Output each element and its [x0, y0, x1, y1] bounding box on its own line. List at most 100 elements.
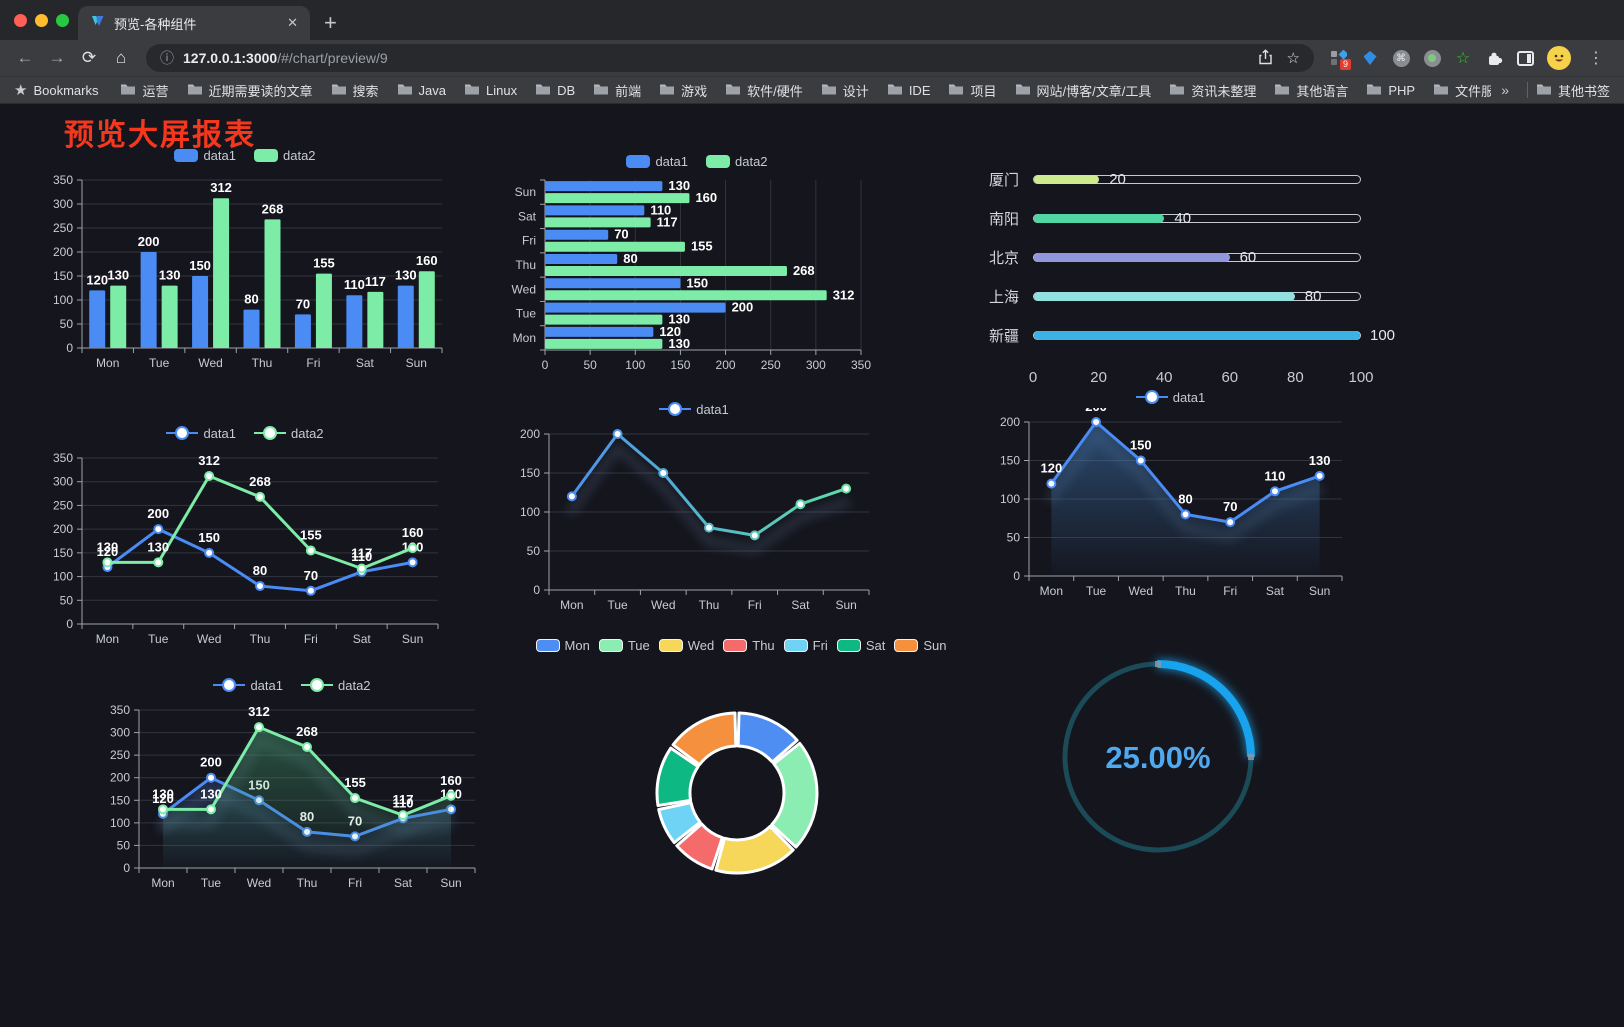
tab-close-icon[interactable]: ✕: [287, 15, 298, 30]
bookmark-folder[interactable]: 文件服务器: [1425, 78, 1491, 103]
tab-strip: 预览-各种组件 ✕ +: [0, 0, 1624, 40]
legend-item[interactable]: Fri: [783, 638, 828, 653]
legend-item[interactable]: Wed: [658, 638, 714, 653]
legend-marker-icon: [213, 678, 246, 692]
progress-value: 100: [1370, 327, 1396, 344]
bookmarks-label[interactable]: Bookmarks: [33, 82, 99, 98]
svg-text:Mon: Mon: [513, 331, 536, 345]
bookmark-folder-label: 运营: [142, 83, 169, 99]
folder-icon: [1274, 82, 1290, 98]
folder-icon: [1015, 82, 1031, 98]
progress-bar: [1034, 175, 1100, 184]
bookmark-folder[interactable]: 设计: [813, 78, 877, 103]
svg-text:Tue: Tue: [148, 632, 169, 646]
forward-button[interactable]: →: [48, 48, 66, 67]
svg-text:Mon: Mon: [151, 876, 174, 890]
reload-button[interactable]: ⟳: [81, 48, 97, 67]
svg-text:130: 130: [1309, 453, 1331, 468]
bookmark-folder[interactable]: 运营: [112, 78, 176, 103]
bookmark-folder[interactable]: 网站/博客/文章/工具: [1007, 78, 1160, 103]
legend-label: data2: [735, 153, 768, 169]
legend-item[interactable]: data1: [213, 678, 283, 693]
gem-extension-icon[interactable]: [1361, 49, 1379, 67]
chart-canvas: 0 50 100 150 200 250 300 350 Mon Tue Wed Thu Fri Sat S…: [110, 703, 476, 890]
gradient-line-chart: data1 0 50 100 150 200 Mon Tue Wed Thu Fri Sat Sun: [503, 398, 885, 618]
legend-item[interactable]: data1: [174, 148, 236, 163]
site-info-icon[interactable]: ⓘ: [160, 50, 174, 66]
bookmarks-bar: ★ Bookmarks 运营 近期需要读的文章 搜索 Java Linux DB 前端 游戏 软…: [0, 76, 1624, 104]
chart-canvas: [655, 711, 819, 875]
new-tab-button[interactable]: +: [324, 10, 337, 35]
svg-text:160: 160: [440, 773, 462, 788]
back-button[interactable]: ←: [16, 48, 34, 67]
bookmark-star-icon[interactable]: ☆: [1286, 50, 1300, 67]
bookmarks-star-icon[interactable]: ★: [14, 82, 28, 99]
legend-item[interactable]: data1: [166, 426, 236, 441]
side-panel-icon[interactable]: [1516, 49, 1534, 67]
svg-text:150: 150: [1000, 454, 1020, 468]
extensions-puzzle-icon[interactable]: [1485, 49, 1503, 67]
progress-row: 厦门 20: [983, 160, 1361, 199]
recorder-extension-icon[interactable]: [1423, 49, 1441, 67]
chart-canvas: 0 50 100 150 200 Mon Tue Wed Thu Fri Sat Sun 120 200 1…: [1000, 408, 1343, 598]
legend-item[interactable]: Tue: [598, 637, 650, 653]
svg-text:Mon: Mon: [96, 632, 119, 646]
legend-item[interactable]: Mon: [535, 638, 590, 653]
bookmarks-overflow-chevron[interactable]: »: [1501, 82, 1509, 98]
pie-slice: [671, 711, 738, 767]
bookmark-folder[interactable]: 前端: [585, 78, 649, 103]
bookmark-folder[interactable]: 其他语言: [1266, 78, 1356, 103]
bookmark-folder[interactable]: 资讯未整理: [1161, 78, 1264, 103]
legend-item[interactable]: data1: [1135, 390, 1205, 405]
bookmark-folder[interactable]: 游戏: [651, 78, 715, 103]
svg-text:Sat: Sat: [518, 209, 537, 223]
minimize-window-button[interactable]: [35, 14, 48, 27]
home-button[interactable]: ⌂: [115, 48, 127, 67]
bookmark-folder[interactable]: 搜索: [323, 78, 387, 103]
legend-item[interactable]: Thu: [723, 638, 775, 653]
bookmark-folder[interactable]: 项目: [940, 78, 1004, 103]
legend-item[interactable]: data2: [254, 148, 316, 163]
bookmark-folder[interactable]: Java: [389, 79, 454, 101]
legend-item[interactable]: data2: [254, 426, 324, 441]
bookmark-folder[interactable]: 软件/硬件: [717, 78, 811, 103]
tab-manager-extension-icon[interactable]: 9: [1330, 49, 1351, 70]
axis-tick-label: 80: [1287, 369, 1304, 386]
legend-item[interactable]: data1: [626, 154, 688, 169]
bookmark-folder[interactable]: IDE: [879, 79, 939, 101]
svg-text:117: 117: [393, 792, 414, 807]
svg-text:Thu: Thu: [1175, 584, 1196, 598]
legend-item[interactable]: data2: [706, 154, 768, 169]
legend-label: Tue: [627, 637, 650, 653]
legend-item[interactable]: Sun: [894, 638, 946, 653]
legend-item[interactable]: data2: [301, 678, 371, 693]
other-bookmarks-folder[interactable]: 其他书签: [1536, 81, 1610, 100]
svg-text:110: 110: [650, 202, 671, 217]
bookmarks-divider: [1526, 82, 1528, 98]
address-bar[interactable]: ⓘ 127.0.0.1:3000/#/chart/preview/9 ☆: [146, 44, 1314, 72]
bookmark-folder[interactable]: PHP: [1358, 79, 1423, 101]
svg-text:268: 268: [296, 724, 318, 739]
svg-text:150: 150: [520, 466, 540, 480]
star-extension-icon[interactable]: ☆: [1455, 50, 1471, 67]
browser-tab[interactable]: 预览-各种组件 ✕: [78, 6, 310, 40]
command-extension-icon[interactable]: ⌘: [1392, 49, 1410, 67]
bookmark-folder[interactable]: Linux: [456, 79, 525, 101]
close-window-button[interactable]: [14, 14, 27, 27]
legend-swatch: [626, 154, 651, 168]
svg-text:312: 312: [210, 180, 232, 195]
gauge-chart: 25.00%: [1053, 648, 1263, 866]
legend-item[interactable]: data1: [659, 402, 729, 417]
progress-bar: [1034, 253, 1230, 262]
svg-text:0: 0: [66, 617, 73, 631]
share-icon[interactable]: [1258, 48, 1273, 68]
maximize-window-button[interactable]: [56, 14, 69, 27]
bookmark-folder[interactable]: 近期需要读的文章: [179, 78, 321, 103]
folder-icon: [821, 82, 837, 98]
legend-item[interactable]: Sat: [836, 638, 885, 653]
menu-icon[interactable]: ⋮: [1588, 50, 1604, 67]
profile-avatar[interactable]: [1547, 46, 1571, 70]
svg-text:312: 312: [248, 704, 270, 719]
axis-tick-label: 60: [1221, 369, 1239, 386]
bookmark-folder[interactable]: DB: [527, 79, 583, 101]
